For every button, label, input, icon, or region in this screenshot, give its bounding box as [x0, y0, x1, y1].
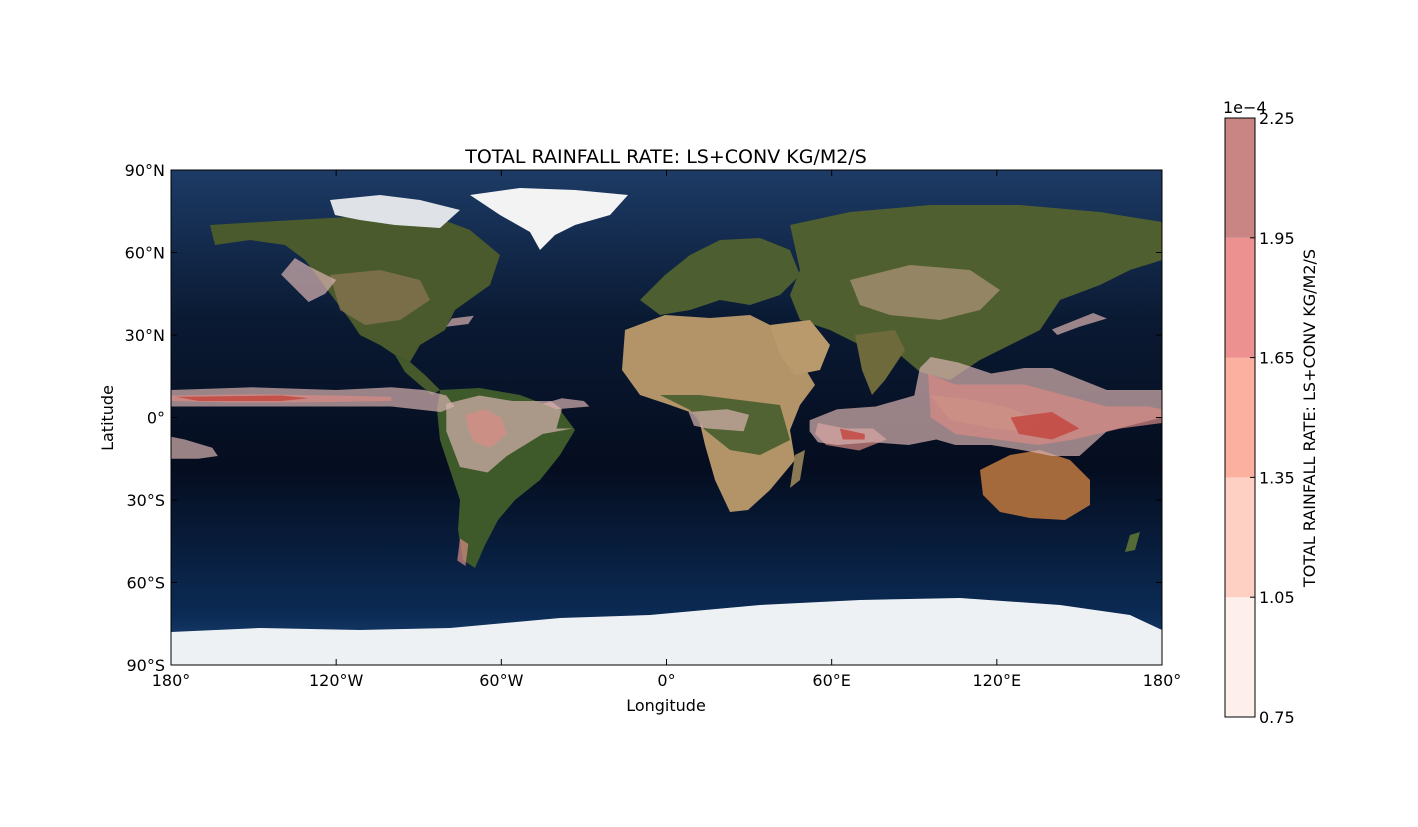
- colorbar-tick-label: 1.05: [1259, 588, 1295, 607]
- landmass-arabia: [770, 320, 830, 375]
- rain-region-level-2: [928, 373, 1162, 445]
- rain-region-level-3: [839, 428, 865, 440]
- colorbar-band: [1225, 357, 1255, 478]
- map-plot-area: [171, 170, 1162, 665]
- x-tick-label: 120°W: [309, 671, 364, 690]
- rainfall-contours: [171, 258, 1162, 566]
- landmass-central-america: [395, 355, 440, 395]
- colorbar-band: [1225, 118, 1255, 238]
- y-tick-label: 60°S: [126, 574, 165, 593]
- colorbar-band: [1225, 477, 1255, 598]
- colorbar-tick-label: 2.25: [1259, 109, 1295, 128]
- x-tick-label: 60°W: [479, 671, 523, 690]
- landmass-greenland: [470, 188, 628, 250]
- y-tick-label: 60°N: [125, 244, 165, 263]
- colorbar-tick-label: 1.65: [1259, 349, 1295, 368]
- x-axis-ticks: 180° 120°W 60°W 0° 60°E 120°E 180°: [152, 170, 1182, 690]
- colorbar-label: TOTAL RAINFALL RATE: LS+CONV KG/M2/S: [1300, 249, 1319, 588]
- landmass-india: [855, 330, 905, 395]
- y-tick-label: 90°N: [125, 161, 165, 180]
- x-axis-label: Longitude: [626, 696, 706, 715]
- x-tick-label: 60°E: [812, 671, 850, 690]
- colorbar-tick-label: 0.75: [1259, 708, 1295, 727]
- y-axis-label: Latitude: [98, 385, 117, 451]
- rain-region-level-1: [542, 398, 590, 410]
- x-tick-label: 180°: [1143, 671, 1182, 690]
- colorbar-frame: [1224, 117, 1256, 718]
- rain-region-level-2: [457, 538, 469, 566]
- rain-region-level-1: [446, 315, 474, 327]
- colorbar-offset-label: 1e−4: [1223, 98, 1267, 117]
- landmass-arctic-islands: [330, 195, 460, 228]
- landmass-australia: [980, 450, 1090, 520]
- map-title: TOTAL RAINFALL RATE: LS+CONV KG/M2/S: [464, 146, 867, 168]
- y-tick-label: 90°S: [126, 656, 165, 675]
- rain-region-level-3: [1010, 412, 1080, 440]
- rain-region-level-1: [171, 436, 218, 459]
- rain-region-level-2: [465, 409, 507, 448]
- landmass-asia-desert: [850, 265, 1000, 320]
- colorbar: 0.75 1.05 1.35 1.65 1.95 2.25 1e−4 TOTAL RAIN…: [1223, 98, 1319, 727]
- colorbar-bands: [1225, 118, 1255, 717]
- colorbar-ticks: 0.75 1.05 1.35 1.65 1.95 2.25: [1250, 109, 1295, 727]
- colorbar-tick-label: 1.95: [1259, 229, 1295, 248]
- colorbar-band: [1225, 597, 1255, 717]
- landmass-antarctica: [171, 598, 1162, 665]
- landmass-europe: [640, 238, 800, 315]
- y-tick-label: 0°: [147, 409, 165, 428]
- rain-region-level-1: [281, 258, 337, 302]
- rain-region-level-3: [176, 395, 309, 401]
- rain-region-level-1: [688, 409, 750, 432]
- colorbar-band: [1225, 237, 1255, 358]
- y-axis-ticks: 90°N 60°N 30°N 0° 30°S 60°S 90°S: [125, 161, 1162, 675]
- y-tick-label: 30°S: [126, 491, 165, 510]
- landmass-new-zealand: [1125, 532, 1140, 552]
- x-tick-label: 0°: [657, 671, 675, 690]
- y-tick-label: 30°N: [125, 326, 165, 345]
- landmass-us-desert: [330, 270, 430, 325]
- colorbar-tick-label: 1.35: [1259, 468, 1295, 487]
- x-tick-label: 120°E: [973, 671, 1022, 690]
- x-tick-label: 180°: [152, 671, 191, 690]
- landmass-madagascar: [790, 450, 805, 488]
- rain-region-level-1: [1051, 313, 1107, 335]
